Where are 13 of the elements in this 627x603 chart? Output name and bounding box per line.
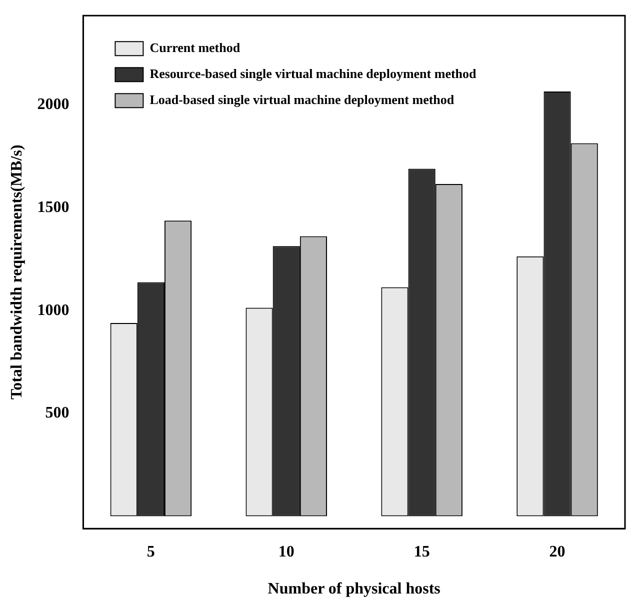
y-tick-label: 1000 bbox=[37, 302, 70, 319]
x-tick-label: 5 bbox=[146, 543, 155, 560]
x-tick-label: 10 bbox=[278, 543, 294, 560]
y-tick-label: 2000 bbox=[37, 96, 70, 114]
x-tick-label: 15 bbox=[414, 543, 430, 560]
legend-label: Load-based single virtual machine deployment method bbox=[150, 92, 455, 107]
legend-label: Current method bbox=[150, 40, 241, 55]
y-tick-label: 1500 bbox=[37, 198, 70, 216]
x-axis-title: Number of physical hosts bbox=[268, 580, 440, 598]
y-tick-label: 500 bbox=[45, 404, 70, 422]
x-tick-label: 20 bbox=[549, 543, 566, 560]
y-axis-title: Total bandwidth requirements(MB/s) bbox=[8, 144, 26, 400]
legend-label: Resource-based single virtual machine deployment method bbox=[150, 66, 478, 81]
